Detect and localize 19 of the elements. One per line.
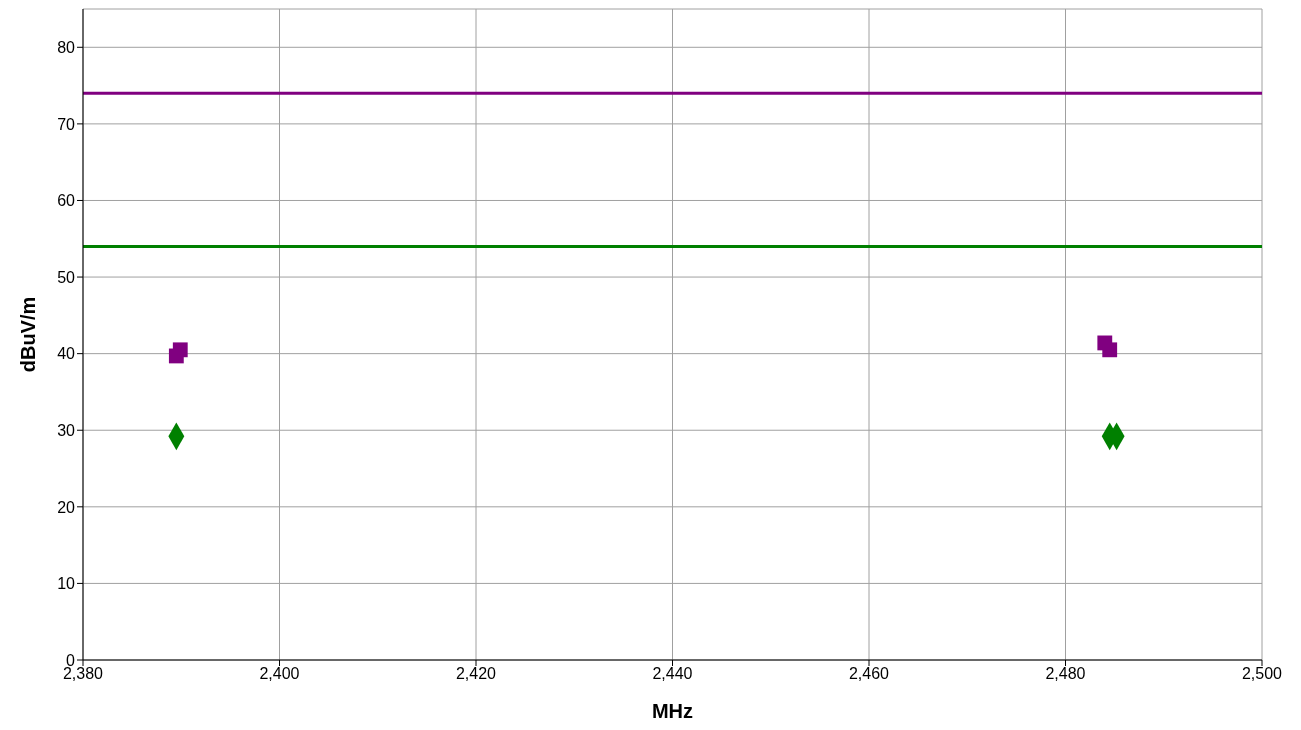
x-tick-label: 2,480 (1045, 665, 1086, 683)
x-tick-label: 2,400 (259, 665, 300, 683)
y-tick-label: 20 (57, 498, 76, 516)
x-tick-label: 2,420 (455, 665, 497, 683)
y-tick-label: 50 (57, 268, 76, 286)
y-tick-label: 60 (57, 192, 76, 210)
y-tick-label: 10 (57, 575, 76, 593)
x-tick-label: 2,500 (1241, 665, 1283, 683)
x-tick-label: 2,460 (848, 665, 890, 683)
point (172, 342, 188, 358)
x-axis-title: MHz (651, 700, 694, 722)
x-tick-label: 2,380 (62, 665, 104, 683)
point (1102, 342, 1118, 358)
y-tick-label: 30 (57, 421, 76, 439)
x-tick-label: 2,440 (652, 665, 693, 683)
y-tick-label: 80 (57, 38, 76, 56)
y-tick-label: 70 (57, 115, 76, 133)
y-axis-title: dBuV/m (17, 296, 40, 373)
y-tick-label: 40 (57, 345, 76, 363)
